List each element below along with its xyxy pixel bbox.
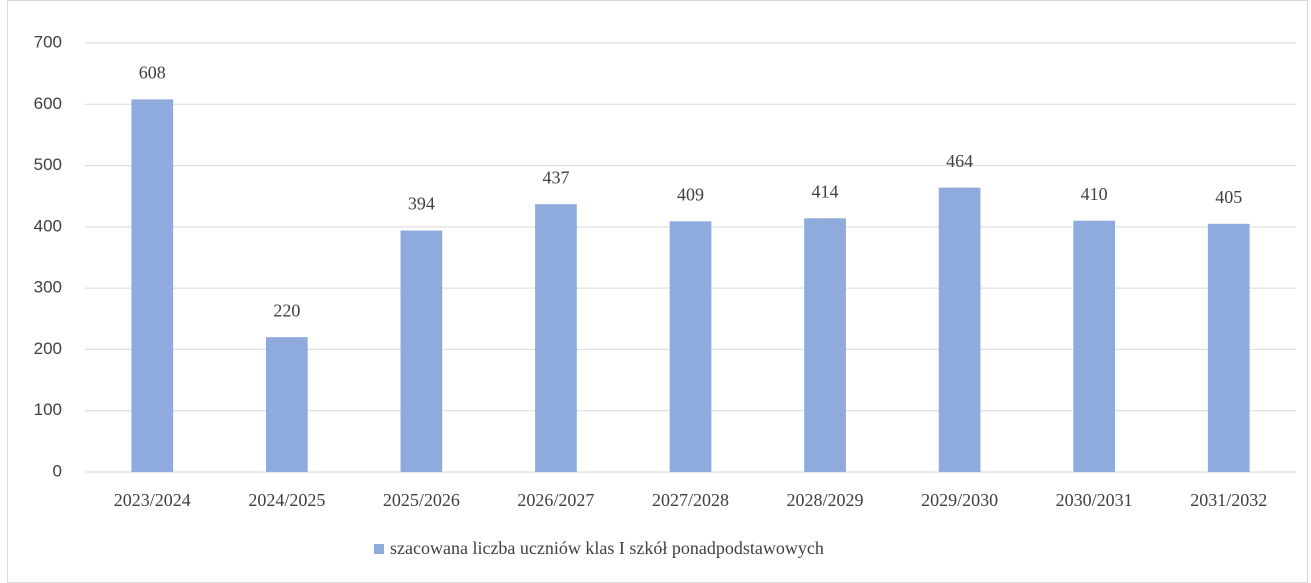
- legend-swatch: [374, 544, 384, 554]
- data-label: 405: [1215, 187, 1242, 207]
- data-label: 437: [542, 167, 569, 187]
- x-tick-label: 2031/2032: [1190, 490, 1267, 510]
- bar: [1207, 223, 1250, 472]
- bar: [1073, 220, 1116, 472]
- bar: [535, 204, 577, 472]
- data-label: 409: [677, 184, 704, 204]
- y-tick-label: 600: [34, 94, 62, 113]
- x-tick-label: 2025/2026: [383, 490, 460, 510]
- legend-label: szacowana liczba uczniów klas I szkół po…: [390, 538, 824, 558]
- y-tick-label: 300: [34, 278, 62, 297]
- x-tick-label: 2024/2025: [248, 490, 325, 510]
- bar: [669, 221, 712, 472]
- y-tick-label: 500: [34, 155, 62, 174]
- data-label: 414: [812, 181, 839, 201]
- data-label: 464: [946, 151, 973, 171]
- y-tick-label: 400: [34, 216, 62, 235]
- x-tick-label: 2023/2024: [114, 490, 191, 510]
- bar: [400, 230, 443, 472]
- y-tick-label: 700: [34, 32, 62, 51]
- x-tick-label: 2026/2027: [517, 490, 594, 510]
- data-label: 394: [408, 194, 435, 214]
- bar: [804, 218, 846, 472]
- x-tick-label: 2030/2031: [1056, 490, 1133, 510]
- data-label: 608: [139, 63, 166, 83]
- bar: [131, 99, 174, 472]
- bar: [265, 337, 308, 472]
- data-label: 410: [1081, 184, 1108, 204]
- x-tick-label: 2027/2028: [652, 490, 729, 510]
- y-tick-label: 100: [34, 400, 62, 419]
- y-tick-label: 0: [53, 461, 62, 480]
- y-tick-label: 200: [34, 339, 62, 358]
- x-tick-label: 2028/2029: [787, 490, 864, 510]
- data-label: 220: [273, 300, 300, 320]
- x-tick-label: 2029/2030: [921, 490, 998, 510]
- bar: [938, 187, 981, 473]
